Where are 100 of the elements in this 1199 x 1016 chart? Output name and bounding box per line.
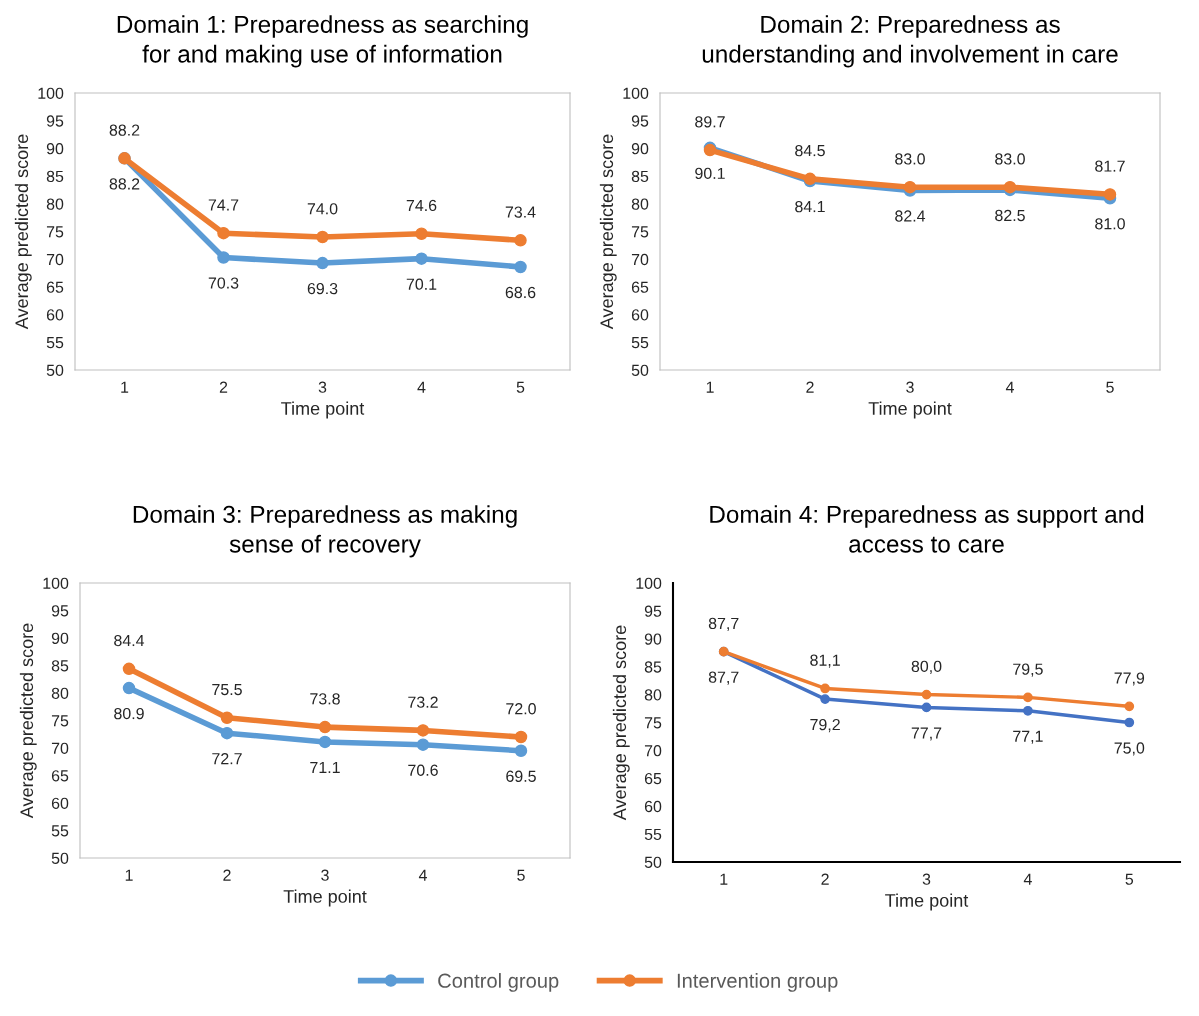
y-tick-label: 95 — [51, 605, 69, 617]
chart-title: Domain 3: Preparedness as making sense of recovery — [133, 505, 517, 558]
data-label: 70.6 — [408, 764, 438, 776]
y-tick-label: 60 — [631, 309, 649, 321]
y-tick-label: 80 — [631, 198, 649, 210]
x-axis-title: Time point — [281, 401, 365, 419]
y-tick-label: 85 — [631, 170, 649, 183]
y-tick-label: 50 — [644, 856, 662, 868]
data-label: 71.1 — [310, 761, 340, 773]
legend-label: Control group — [438, 973, 559, 992]
y-tick-label: 95 — [46, 115, 64, 127]
y-tick-label: 70 — [51, 742, 69, 754]
data-label: 88.2 — [109, 178, 140, 190]
y-tick-label: 100 — [636, 577, 662, 589]
x-tick-label: 5 — [517, 869, 525, 881]
data-label: 70.3 — [208, 277, 239, 289]
y-tick-label: 50 — [631, 364, 649, 376]
data-label: 81,1 — [810, 654, 840, 668]
y-tick-label: 65 — [644, 772, 662, 785]
data-label: 89.7 — [695, 116, 725, 128]
y-tick-label: 95 — [644, 605, 662, 617]
y-tick-label: 80 — [51, 687, 69, 699]
y-tick-label: 55 — [51, 825, 69, 837]
y-tick-label: 85 — [51, 660, 69, 672]
y-tick-label: 90 — [644, 633, 662, 645]
y-tick-label: 100 — [38, 87, 64, 99]
x-axis-title: Time point — [868, 401, 952, 419]
x-tick-label: 1 — [125, 869, 133, 881]
y-tick-label: 95 — [631, 115, 649, 127]
data-label: 77,7 — [911, 727, 942, 741]
x-tick-label: 4 — [418, 869, 427, 881]
data-label: 69.5 — [506, 770, 536, 782]
x-tick-label: 2 — [219, 381, 228, 393]
data-label: 77,9 — [1114, 672, 1145, 686]
y-tick-label: 85 — [644, 661, 662, 673]
y-tick-label: 75 — [644, 717, 662, 729]
data-label: 79,5 — [1013, 663, 1043, 677]
x-tick-label: 5 — [1125, 873, 1134, 885]
y-tick-label: 90 — [51, 632, 69, 644]
data-label: 74.7 — [208, 199, 239, 211]
y-tick-label: 80 — [46, 198, 64, 210]
data-label: 81.7 — [1095, 160, 1125, 172]
y-tick-label: 60 — [644, 800, 662, 813]
y-tick-label: 60 — [46, 309, 64, 321]
data-label: 81.0 — [1095, 218, 1125, 230]
y-tick-label: 50 — [51, 852, 69, 864]
y-tick-label: 70 — [644, 745, 662, 757]
x-tick-label: 1 — [720, 873, 728, 885]
data-label: 72.7 — [212, 753, 242, 765]
data-label: 88.2 — [109, 124, 140, 136]
x-tick-label: 3 — [321, 869, 329, 881]
data-label: 84.5 — [795, 144, 825, 157]
data-label: 73.2 — [408, 696, 438, 708]
data-label: 84.1 — [795, 200, 825, 213]
x-tick-label: 5 — [1106, 381, 1114, 393]
y-tick-label: 70 — [631, 253, 649, 266]
data-label: 70.1 — [406, 278, 437, 290]
x-axis-title: Time point — [885, 893, 969, 911]
chart-title: Domain 2: Preparedness as understanding and involvement in care — [702, 15, 1118, 68]
y-tick-label: 50 — [46, 364, 64, 376]
x-tick-label: 2 — [806, 381, 814, 393]
y-axis-title: Average predicted score — [14, 134, 32, 330]
data-label: 73.4 — [505, 206, 536, 218]
x-tick-label: 3 — [318, 381, 327, 393]
y-tick-label: 55 — [46, 337, 64, 349]
data-label: 79,2 — [810, 718, 840, 733]
data-label: 83.0 — [895, 153, 925, 165]
y-tick-label: 90 — [46, 143, 64, 155]
y-tick-label: 100 — [623, 87, 649, 99]
y-tick-label: 65 — [46, 281, 64, 293]
y-tick-label: 65 — [51, 770, 69, 782]
data-label: 82.4 — [895, 210, 926, 222]
y-axis-title: Average predicted score — [612, 625, 630, 821]
data-label: 80.9 — [114, 707, 144, 720]
y-axis-title: Average predicted score — [599, 134, 617, 330]
y-tick-label: 90 — [631, 143, 649, 155]
data-label: 84.4 — [114, 634, 145, 647]
y-tick-label: 55 — [644, 828, 662, 841]
x-axis-title: Time point — [283, 889, 367, 907]
x-tick-label: 1 — [121, 381, 129, 393]
data-label: 72.0 — [506, 703, 536, 715]
y-tick-label: 75 — [51, 715, 69, 727]
x-tick-label: 5 — [516, 381, 525, 393]
y-tick-label: 55 — [631, 337, 649, 349]
chart-title: Domain 1: Preparedness as searching for and making use of information — [117, 15, 528, 68]
y-tick-label: 100 — [43, 577, 69, 589]
y-tick-label: 85 — [46, 170, 64, 183]
data-label: 87,7 — [708, 617, 739, 631]
x-tick-label: 1 — [706, 381, 714, 393]
x-tick-label: 4 — [1005, 381, 1014, 393]
data-label: 83.0 — [995, 153, 1025, 165]
y-tick-label: 65 — [631, 281, 649, 293]
x-tick-label: 2 — [821, 873, 829, 885]
data-label: 87,7 — [708, 671, 739, 685]
y-tick-label: 60 — [51, 797, 69, 809]
x-tick-label: 3 — [906, 381, 914, 393]
data-label: 69.3 — [307, 282, 338, 295]
y-tick-label: 70 — [46, 253, 64, 266]
data-label: 75,0 — [1114, 742, 1145, 756]
data-label: 90.1 — [695, 167, 725, 180]
